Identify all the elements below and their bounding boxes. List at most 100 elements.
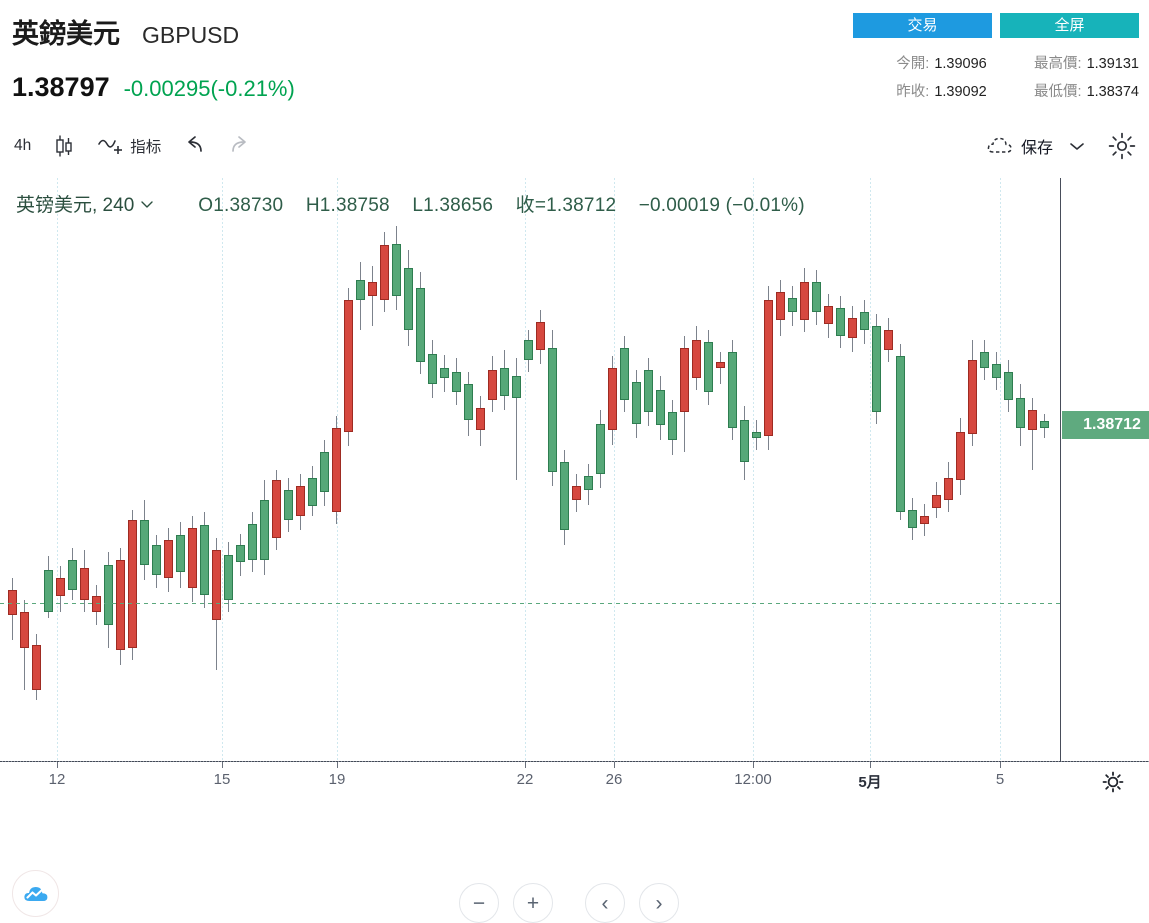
candle-body xyxy=(524,340,533,360)
candle xyxy=(632,178,641,762)
candle-body xyxy=(392,244,401,296)
candle-body xyxy=(212,550,221,620)
candle xyxy=(584,178,593,762)
indicators-button[interactable]: 指标 xyxy=(87,131,171,161)
interval-button[interactable]: 4h xyxy=(12,131,41,161)
legend-symbol-button[interactable]: 英镑美元, 240 xyxy=(16,190,154,217)
scroll-right-button[interactable]: › xyxy=(639,883,679,923)
candle xyxy=(152,178,161,762)
candle xyxy=(452,178,461,762)
redo-button[interactable] xyxy=(217,131,263,161)
candle xyxy=(680,178,689,762)
candle-body xyxy=(272,480,281,538)
candle-body xyxy=(1004,372,1013,400)
indicators-label: 指标 xyxy=(130,139,162,156)
x-axis-tick xyxy=(753,762,754,768)
candle xyxy=(824,178,833,762)
x-axis-tick xyxy=(870,762,871,768)
scroll-left-button[interactable]: ‹ xyxy=(585,883,625,923)
chart-canvas[interactable]: 英镑美元, 240 O1.38730 H1.38758 L1.38656 收=1… xyxy=(0,178,1149,923)
x-axis-tick xyxy=(1000,762,1001,768)
candle xyxy=(908,178,917,762)
candle xyxy=(140,178,149,762)
undo-arrow-icon xyxy=(181,135,207,157)
quote-open: 今開: 1.39096 xyxy=(896,52,986,73)
candle xyxy=(488,178,497,762)
x-axis-line xyxy=(0,761,1149,762)
candle-body xyxy=(176,535,185,572)
legend-low: L1.38656 xyxy=(412,195,494,216)
candle-body xyxy=(440,368,449,378)
undo-button[interactable] xyxy=(171,131,217,161)
x-axis-label: 15 xyxy=(213,771,231,788)
candle-body xyxy=(260,500,269,560)
candle-body xyxy=(332,428,341,512)
candle-wick xyxy=(516,358,517,480)
chart-type-button[interactable] xyxy=(41,131,87,161)
candlestick-icon xyxy=(51,133,77,159)
candle-body xyxy=(992,364,1001,378)
x-axis-tick xyxy=(57,762,58,768)
candle-body xyxy=(1028,410,1037,430)
gridline-may xyxy=(870,178,871,762)
candle-body xyxy=(536,322,545,350)
x-axis[interactable]: 12 15 19 22 26 12:00 5月 5 xyxy=(0,762,1149,800)
x-axis-label: 5月 xyxy=(858,774,882,791)
candle-body xyxy=(776,292,785,320)
candle-body xyxy=(920,516,929,524)
candle-body xyxy=(824,306,833,324)
save-button[interactable]: 保存 xyxy=(986,134,1053,158)
candle xyxy=(836,178,845,762)
candle-body xyxy=(896,356,905,512)
zoom-out-button[interactable]: − xyxy=(459,883,499,923)
quote-open-label: 今開: xyxy=(896,56,930,72)
candle xyxy=(572,178,581,762)
candle xyxy=(272,178,281,762)
fullscreen-button[interactable]: 全屏 xyxy=(1000,13,1139,38)
chart-legend: 英镑美元, 240 O1.38730 H1.38758 L1.38656 收=1… xyxy=(16,190,805,217)
zoom-in-button[interactable]: + xyxy=(513,883,553,923)
candle xyxy=(308,178,317,762)
candle xyxy=(224,178,233,762)
candle xyxy=(176,178,185,762)
x-axis-tick xyxy=(337,762,338,768)
candle-body xyxy=(644,370,653,412)
axis-settings-button[interactable] xyxy=(1101,770,1125,794)
candle-body xyxy=(812,282,821,312)
save-options-button[interactable] xyxy=(1067,139,1087,153)
candle-body xyxy=(308,478,317,506)
candle xyxy=(920,178,929,762)
candle xyxy=(896,178,905,762)
candle-body xyxy=(128,520,137,648)
candle xyxy=(716,178,725,762)
quote-low: 最低價: 1.38374 xyxy=(1034,80,1139,101)
brand-logo-badge[interactable] xyxy=(12,870,59,917)
candle xyxy=(128,178,137,762)
quote-prevclose-value: 1.39092 xyxy=(934,84,987,100)
trade-button[interactable]: 交易 xyxy=(853,13,992,38)
candle-body xyxy=(236,545,245,562)
candle-body xyxy=(680,348,689,412)
candle xyxy=(800,178,809,762)
candle xyxy=(56,178,65,762)
candle xyxy=(788,178,797,762)
candle xyxy=(392,178,401,762)
quote-low-value: 1.38374 xyxy=(1086,84,1139,100)
candle-body xyxy=(320,452,329,492)
header: 英鎊美元 GBPUSD 1.38797 -0.00295(-0.21%) 交易 … xyxy=(0,0,1149,120)
candle xyxy=(8,178,17,762)
candle-body xyxy=(764,300,773,436)
candle xyxy=(740,178,749,762)
quote-summary: 今開: 1.39096 最高價: 1.39131 昨收: 1.39092 最低價: 1.… xyxy=(849,52,1139,101)
chart-settings-button[interactable] xyxy=(1107,131,1137,161)
gridline-1200 xyxy=(753,178,754,762)
candle-body xyxy=(596,424,605,474)
candle xyxy=(872,178,881,762)
candle xyxy=(1004,178,1013,762)
candle-body xyxy=(380,245,389,300)
redo-arrow-icon xyxy=(227,135,253,157)
indicator-wave-plus-icon xyxy=(97,134,127,158)
symbol-row: 英鎊美元 GBPUSD xyxy=(12,12,239,51)
candle-body xyxy=(428,354,437,384)
